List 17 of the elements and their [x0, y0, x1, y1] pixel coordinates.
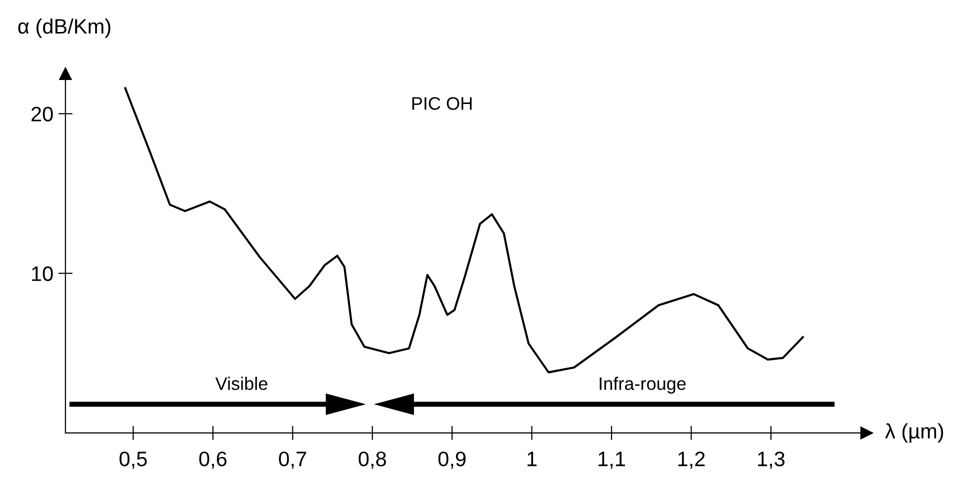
x-tick-label: 0,6: [199, 452, 226, 469]
x-tick-label: 0,5: [120, 452, 147, 469]
x-axis-title: λ (µm): [885, 423, 944, 443]
x-tick-label: 0,8: [358, 452, 386, 469]
x-tick-label: 1: [528, 452, 537, 466]
annotation: Infra-rouge: [600, 376, 686, 394]
x-tick-label: 0,7: [278, 452, 306, 469]
x-tick-label: 1,3: [758, 452, 785, 469]
annotation: Visible: [215, 376, 268, 390]
y-tick-label: 20: [32, 106, 53, 122]
x-tick-label: 1,1: [598, 452, 625, 469]
line-series: [124, 87, 804, 374]
x-tick-label: 0,9: [438, 452, 466, 469]
y-axis-title: α (dB/Km): [18, 18, 110, 38]
x-tick-label: 1,2: [678, 452, 705, 469]
annotation: PIC OH: [412, 97, 472, 110]
y-tick-label: 10: [32, 266, 53, 282]
